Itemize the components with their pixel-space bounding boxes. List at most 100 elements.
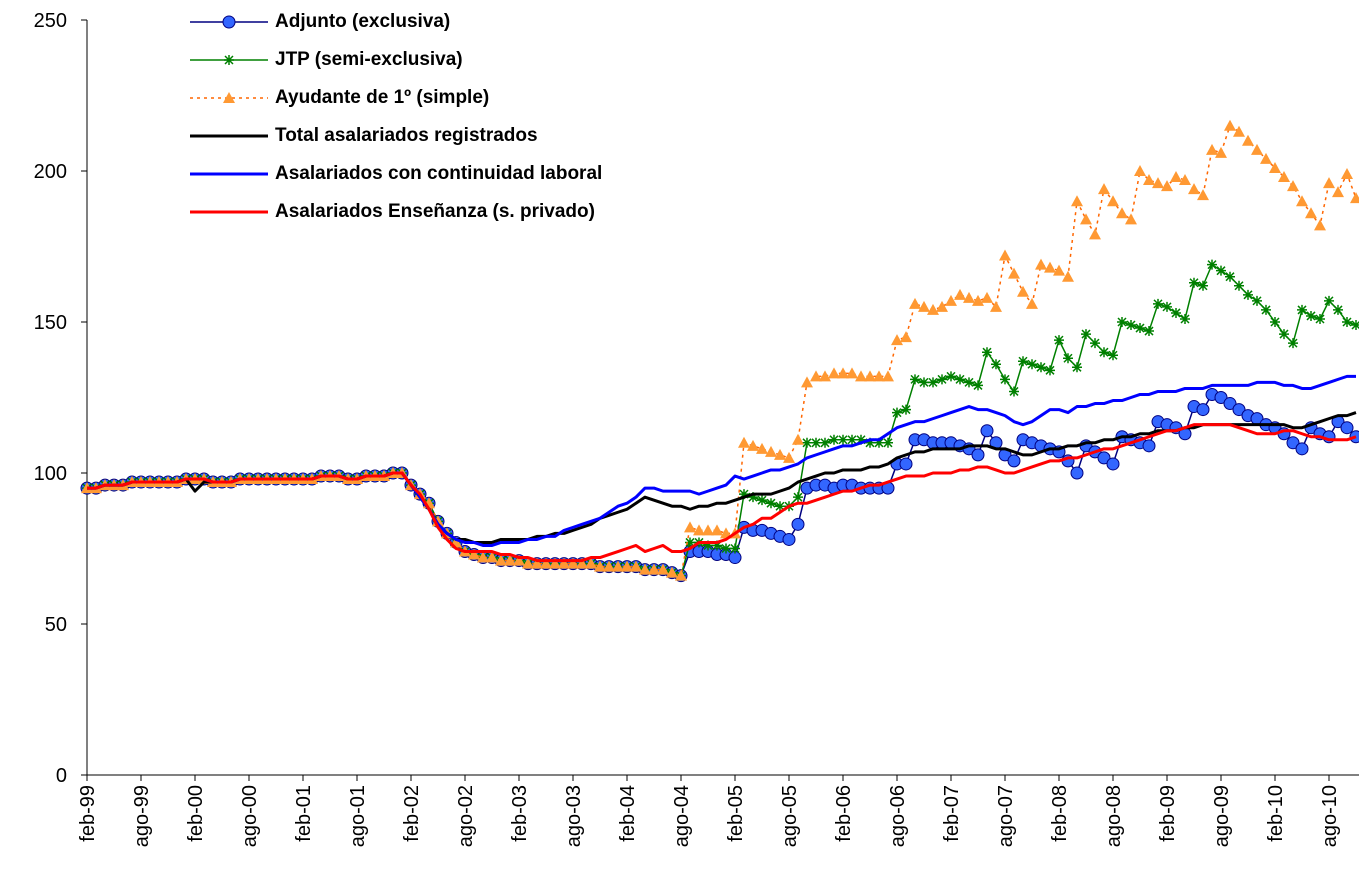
data-point	[702, 524, 714, 536]
data-point	[954, 288, 966, 300]
data-point	[468, 548, 480, 560]
data-point	[675, 569, 687, 581]
data-point	[1007, 454, 1021, 468]
data-point	[1180, 313, 1190, 324]
data-point	[1297, 304, 1307, 315]
data-point	[1045, 365, 1055, 376]
data-point	[730, 543, 740, 554]
x-tick-label: feb-10	[1265, 785, 1287, 842]
data-point	[1054, 335, 1064, 346]
data-point	[477, 551, 489, 563]
x-tick-label: feb-09	[1157, 785, 1179, 842]
data-point	[909, 297, 921, 309]
data-point	[1170, 171, 1182, 183]
data-point	[1117, 317, 1127, 327]
data-point	[1126, 320, 1136, 331]
legend-marker	[222, 15, 236, 29]
data-point	[1106, 457, 1120, 471]
data-point	[1342, 317, 1352, 327]
x-tick-label: feb-08	[1049, 785, 1071, 842]
data-point	[1306, 310, 1316, 321]
data-point	[980, 424, 994, 438]
data-point	[558, 557, 570, 569]
data-point	[1108, 350, 1118, 361]
x-tick-label: feb-07	[941, 785, 963, 842]
y-tick-label: 150	[34, 312, 67, 334]
data-point	[1214, 391, 1228, 404]
data-point	[1125, 213, 1137, 225]
data-point	[892, 407, 902, 418]
data-point	[1223, 397, 1237, 411]
data-point	[883, 437, 893, 448]
data-point	[540, 557, 552, 569]
data-point	[819, 370, 831, 382]
data-point	[918, 300, 930, 312]
x-tick-label: ago-04	[671, 785, 693, 847]
data-point	[856, 434, 866, 445]
data-point	[1090, 338, 1100, 349]
data-point	[1198, 280, 1208, 291]
data-point	[594, 560, 606, 572]
data-point	[1351, 320, 1359, 331]
data-point	[1152, 177, 1164, 189]
data-point	[1314, 219, 1326, 231]
data-point	[721, 543, 731, 554]
data-point	[1243, 289, 1253, 300]
data-point	[828, 367, 840, 379]
data-point	[1242, 134, 1254, 146]
data-point	[1333, 304, 1343, 315]
data-point	[990, 300, 1002, 312]
legend-marker	[223, 92, 235, 103]
data-point	[1279, 329, 1289, 340]
data-point	[802, 437, 812, 448]
data-point	[1278, 171, 1290, 183]
legend-label: Asalariados Enseñanza (s. privado)	[275, 201, 595, 222]
x-tick-label: feb-01	[293, 785, 315, 842]
x-tick-label: ago-07	[995, 785, 1017, 847]
x-tick-label: feb-00	[185, 785, 207, 842]
data-point	[775, 501, 785, 512]
data-point	[927, 303, 939, 315]
data-point	[711, 524, 723, 536]
data-point	[792, 433, 804, 445]
data-point	[820, 437, 830, 448]
data-point	[1323, 177, 1335, 189]
data-point	[1206, 143, 1218, 155]
data-point	[774, 448, 786, 460]
data-point	[1072, 362, 1082, 373]
data-point	[1098, 183, 1110, 195]
data-point	[1288, 338, 1298, 349]
data-point	[1315, 313, 1325, 324]
data-point	[937, 374, 947, 385]
y-tick-label: 200	[34, 161, 67, 183]
x-tick-label: ago-02	[455, 785, 477, 847]
x-tick-label: feb-04	[617, 785, 639, 842]
data-point	[1107, 195, 1119, 207]
data-point	[1269, 161, 1281, 173]
series-line	[87, 423, 1357, 563]
data-point	[1270, 317, 1280, 327]
data-point	[837, 367, 849, 379]
legend-label: Asalariados con continuidad laboral	[275, 163, 602, 184]
data-point	[1233, 125, 1245, 137]
data-point	[873, 370, 885, 382]
data-point	[1161, 180, 1173, 192]
data-point	[576, 557, 588, 569]
x-tick-label: ago-06	[887, 785, 909, 847]
data-point	[791, 517, 805, 531]
y-tick-label: 0	[56, 765, 67, 787]
data-point	[639, 563, 651, 575]
data-point	[1081, 329, 1091, 340]
data-point	[782, 532, 796, 546]
data-point	[612, 560, 624, 572]
data-point	[919, 377, 929, 388]
data-point	[899, 457, 913, 471]
data-point	[657, 563, 669, 575]
data-point	[1224, 119, 1236, 131]
series-line	[87, 374, 1356, 547]
data-point	[513, 554, 525, 566]
x-tick-label: feb-99	[77, 785, 99, 842]
data-point	[703, 540, 713, 551]
x-tick-label: ago-00	[239, 785, 261, 847]
